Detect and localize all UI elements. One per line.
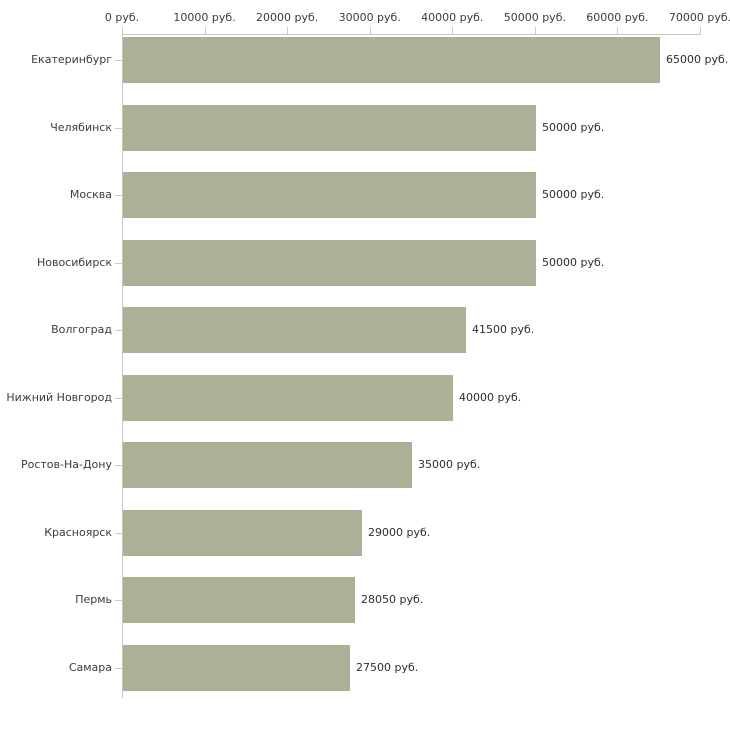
bar — [123, 104, 536, 151]
bar-value-label: 27500 руб. — [356, 660, 419, 674]
category-tick-mark — [115, 465, 122, 466]
bar-value-label: 29000 руб. — [368, 525, 431, 539]
bar — [123, 509, 362, 556]
x-axis-tick-mark — [122, 27, 123, 34]
x-axis-tick-label: 70000 руб. — [668, 11, 730, 24]
category-tick-mark — [115, 263, 122, 264]
y-axis-line — [122, 34, 123, 698]
category-tick-mark — [115, 668, 122, 669]
bar — [123, 577, 355, 623]
category-label: Новосибирск — [36, 255, 112, 269]
category-label: Волгоград — [51, 323, 112, 336]
bar-value-label: 28050 руб. — [361, 593, 424, 606]
category-tick-mark — [115, 600, 122, 601]
x-axis-tick-label: 40000 руб. — [421, 11, 484, 24]
category-tick-mark — [115, 195, 122, 196]
x-axis-tick-label: 50000 руб. — [503, 11, 566, 24]
x-axis-tick-label: 0 руб. — [104, 11, 140, 24]
x-axis-tick-mark — [370, 27, 371, 34]
category-label: Нижний Новгород — [6, 390, 112, 404]
category-tick-mark — [115, 128, 122, 129]
x-axis-line — [122, 34, 701, 35]
bar-value-label: 40000 руб. — [459, 390, 522, 404]
x-axis-tick-label: 10000 руб. — [173, 11, 236, 24]
category-label: Москва — [69, 188, 112, 201]
bar — [123, 307, 466, 353]
category-tick-mark — [115, 398, 122, 399]
x-axis-tick-mark — [617, 27, 618, 34]
bar-value-label: 65000 руб. — [666, 53, 729, 66]
bar-value-label: 50000 руб. — [542, 120, 605, 134]
category-label: Ростов-На-Дону — [20, 458, 112, 471]
bar-value-label: 50000 руб. — [542, 188, 605, 201]
category-label: Красноярск — [44, 525, 112, 539]
x-axis-tick-mark — [287, 27, 288, 34]
category-label: Екатеринбург — [31, 53, 112, 66]
bar-value-label: 50000 руб. — [542, 255, 605, 269]
bar-value-label: 41500 руб. — [472, 323, 535, 336]
x-axis-tick-mark — [452, 27, 453, 34]
category-tick-mark — [115, 330, 122, 331]
bar-value-label: 35000 руб. — [418, 458, 481, 471]
x-axis-tick-label: 20000 руб. — [256, 11, 319, 24]
x-axis-tick-mark — [700, 27, 701, 34]
bar — [123, 37, 660, 83]
category-tick-mark — [115, 60, 122, 61]
x-axis-tick-mark — [535, 27, 536, 34]
category-label: Челябинск — [50, 120, 112, 134]
bar — [123, 374, 453, 421]
category-label: Пермь — [75, 593, 112, 606]
bar — [123, 239, 536, 286]
x-axis-tick-mark — [205, 27, 206, 34]
x-axis-tick-label: 60000 руб. — [586, 11, 649, 24]
bar — [123, 442, 412, 488]
category-label: Самара — [68, 660, 112, 674]
x-axis-tick-label: 30000 руб. — [338, 11, 401, 24]
bar — [123, 644, 350, 691]
category-tick-mark — [115, 533, 122, 534]
bar — [123, 172, 536, 218]
